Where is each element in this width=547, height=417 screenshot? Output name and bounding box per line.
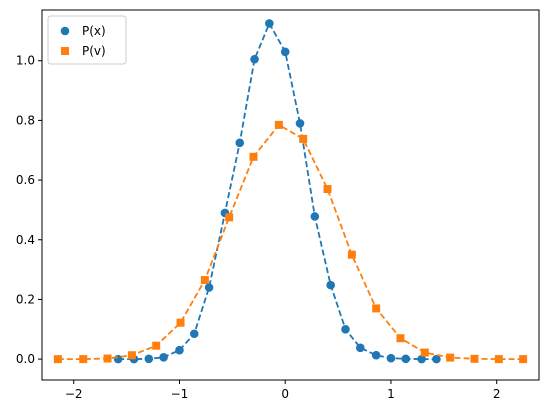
data-point-pv [372, 304, 381, 313]
data-point-pv [420, 348, 429, 357]
data-point-pv [494, 355, 503, 364]
y-tick-label: 0.0 [16, 352, 35, 366]
data-point-px [432, 354, 441, 364]
data-point-pv [79, 355, 88, 364]
y-tick-label: 0.2 [16, 292, 35, 306]
data-point-px [401, 354, 411, 364]
data-point-pv [176, 318, 185, 327]
data-point-pv [249, 152, 258, 161]
y-tick-label: 1.0 [16, 54, 35, 68]
data-point-pv [446, 353, 455, 362]
data-point-pv [53, 355, 62, 364]
data-point-pv [323, 185, 332, 194]
legend-label: P(x) [82, 24, 106, 38]
x-tick-label: −1 [171, 387, 189, 401]
data-point-px [341, 324, 350, 334]
x-tick-label: 1 [387, 387, 395, 401]
data-point-pv [470, 354, 479, 363]
data-point-px [235, 138, 245, 148]
data-point-pv [274, 120, 283, 129]
legend: P(x) P(v) [47, 15, 127, 65]
data-point-pv [225, 213, 234, 222]
data-point-px [326, 280, 335, 290]
y-tick-label: 0.8 [16, 113, 35, 127]
series-line-px [118, 21, 437, 361]
data-point-px [386, 353, 396, 363]
data-point-px [355, 343, 365, 353]
data-point-pv [519, 355, 528, 364]
data-point-px [250, 54, 259, 64]
data-point-pv [200, 276, 209, 285]
data-point-px [144, 354, 154, 364]
series-layer [53, 19, 528, 364]
legend-marker-px [60, 26, 70, 36]
plot-area [42, 10, 539, 380]
axes-frame [41, 9, 540, 381]
x-tick-label: 2 [493, 387, 501, 401]
y-tick-label: 0.6 [16, 173, 35, 187]
data-point-px [417, 354, 426, 364]
data-point-px [265, 19, 274, 28]
legend-marker-pv [61, 47, 69, 55]
data-point-px [371, 350, 381, 360]
data-point-px [189, 329, 199, 339]
data-point-px [280, 47, 290, 57]
data-point-pv [152, 341, 161, 350]
data-point-px [310, 212, 320, 221]
data-point-pv [127, 351, 136, 360]
data-point-px [295, 119, 305, 128]
axes-layer: −2 −1 0 1 2 0.0 0.2 0.4 0.6 0.8 1.0 [16, 9, 540, 401]
data-point-px [175, 345, 184, 355]
data-point-px [204, 283, 214, 292]
data-point-pv [347, 250, 356, 259]
legend-label: P(v) [82, 44, 106, 58]
series-pv [53, 120, 528, 364]
x-tick-label: −2 [65, 387, 83, 401]
data-point-pv [299, 134, 308, 143]
data-point-pv [103, 354, 112, 363]
x-tick-label: 0 [281, 387, 289, 401]
y-tick-label: 0.4 [16, 233, 35, 247]
data-point-px [159, 353, 168, 362]
series-line-pv [57, 123, 524, 361]
data-point-pv [396, 334, 405, 343]
